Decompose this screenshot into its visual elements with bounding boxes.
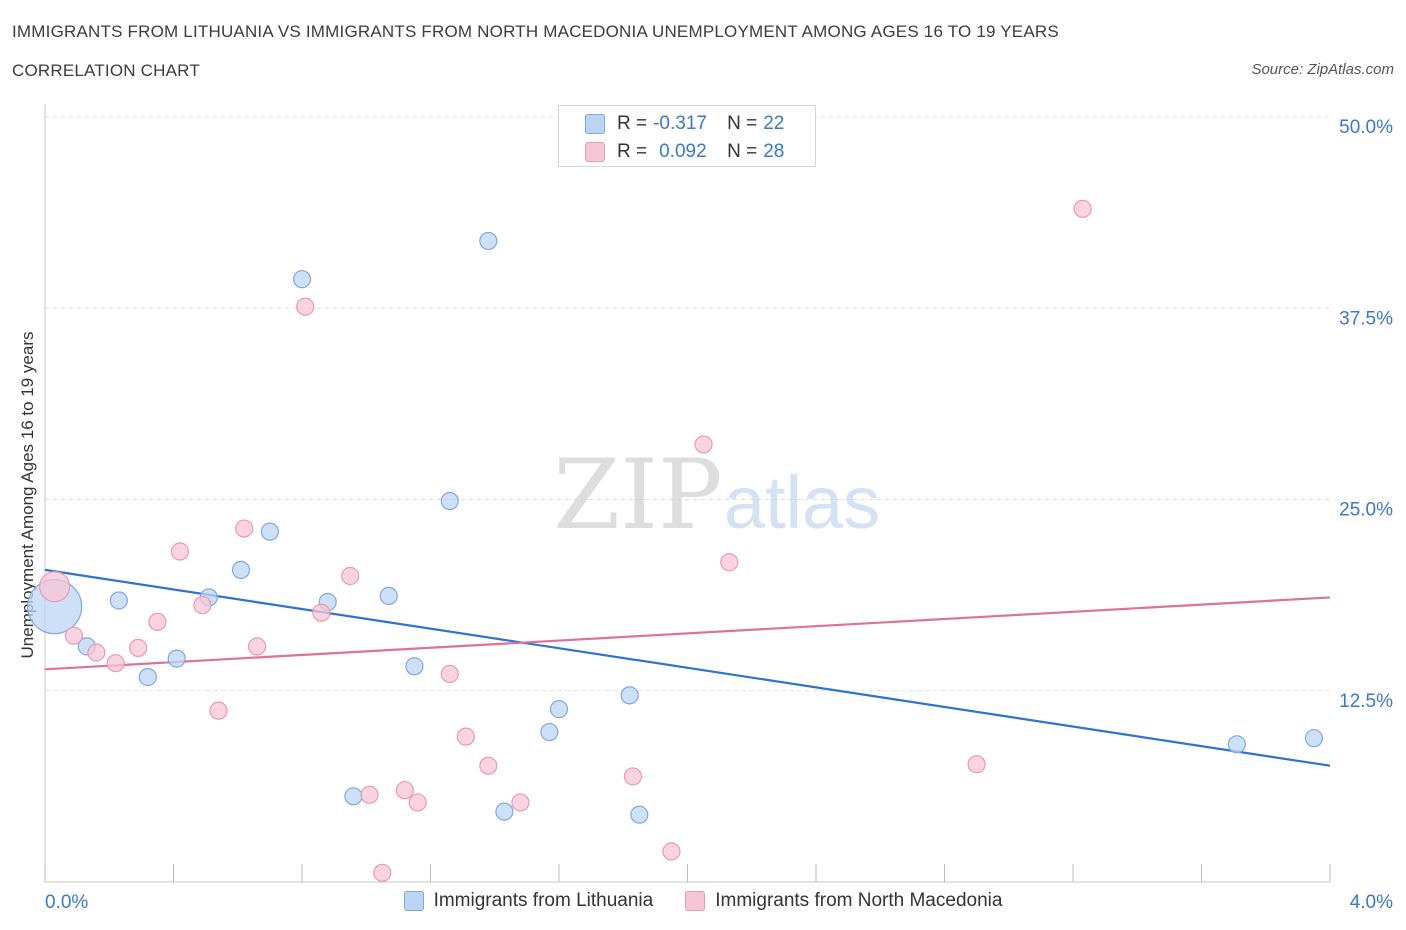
point-north-macedonia-7 bbox=[193, 595, 212, 615]
point-lithuania-4 bbox=[167, 649, 186, 668]
point-lithuania-18 bbox=[620, 686, 639, 705]
point-lithuania-11 bbox=[379, 586, 398, 605]
legend-swatch-pink bbox=[585, 142, 605, 162]
point-lithuania-15 bbox=[495, 802, 514, 821]
legend-item-lithuania[interactable]: Immigrants from Lithuania bbox=[403, 890, 654, 912]
point-lithuania-17 bbox=[549, 700, 569, 719]
tick-labels: 12.5% 25.0% 37.5% 50.0% 0.0% 4.0% bbox=[45, 117, 1393, 913]
point-lithuania-16 bbox=[540, 722, 559, 742]
gridlines bbox=[45, 116, 1330, 692]
point-north-macedonia-25 bbox=[720, 553, 739, 572]
point-north-macedonia-6 bbox=[170, 542, 190, 561]
source-label: Source: ZipAtlas.com bbox=[1251, 61, 1394, 78]
point-north-macedonia-24 bbox=[694, 435, 713, 454]
legend-swatch-pink bbox=[685, 891, 706, 911]
point-lithuania-3 bbox=[138, 667, 157, 687]
point-lithuania-13 bbox=[440, 491, 459, 511]
point-north-macedonia-11 bbox=[296, 297, 315, 316]
stats-legend: R = -0.317 N = 22 R = 0.092 N = 28 bbox=[558, 105, 816, 167]
point-lithuania-21 bbox=[1304, 729, 1324, 748]
y-tick-label: 12.5% bbox=[1339, 691, 1393, 712]
point-north-macedonia-19 bbox=[456, 727, 475, 746]
data-points bbox=[27, 199, 1324, 882]
point-north-macedonia-8 bbox=[209, 701, 228, 720]
legend-n-label: N = bbox=[727, 141, 758, 162]
point-lithuania-12 bbox=[405, 657, 424, 676]
point-north-macedonia-4 bbox=[129, 638, 148, 658]
point-north-macedonia-27 bbox=[1073, 199, 1092, 218]
y-tick-label: 25.0% bbox=[1339, 500, 1393, 521]
legend-n-label: N = bbox=[727, 113, 758, 134]
point-north-macedonia-5 bbox=[148, 612, 167, 632]
x-tick-label: 4.0% bbox=[1350, 892, 1393, 913]
point-lithuania-14 bbox=[479, 231, 498, 251]
point-lithuania-10 bbox=[344, 787, 363, 806]
y-tick-label: 50.0% bbox=[1339, 117, 1393, 138]
legend-r-value: -0.317 bbox=[653, 113, 707, 134]
point-north-macedonia-18 bbox=[440, 664, 459, 684]
point-lithuania-8 bbox=[292, 270, 312, 289]
point-north-macedonia-26 bbox=[967, 755, 986, 774]
point-lithuania-6 bbox=[231, 560, 251, 579]
legend-swatch-blue bbox=[403, 891, 424, 911]
point-north-macedonia-10 bbox=[247, 637, 267, 656]
point-north-macedonia-21 bbox=[511, 793, 530, 812]
watermark-zip: ZIP bbox=[553, 439, 722, 551]
point-north-macedonia-3 bbox=[106, 654, 125, 673]
legend-row-north-macedonia: R = 0.092 N = 28 bbox=[585, 139, 784, 165]
point-north-macedonia-13 bbox=[341, 566, 360, 586]
point-north-macedonia-12 bbox=[312, 603, 331, 622]
x-tick-label: 0.0% bbox=[45, 892, 88, 913]
point-north-macedonia-23 bbox=[662, 842, 681, 861]
chart-subtitle: CORRELATION CHART bbox=[12, 61, 200, 80]
legend-label-north-macedonia: Immigrants from North Macedonia bbox=[715, 890, 1003, 911]
legend-r-label: R = bbox=[617, 141, 648, 162]
point-lithuania-19 bbox=[630, 805, 649, 824]
y-tick-label: 37.5% bbox=[1339, 308, 1393, 329]
point-north-macedonia-0 bbox=[39, 571, 71, 603]
legend-label-lithuania: Immigrants from Lithuania bbox=[433, 890, 654, 911]
point-north-macedonia-1 bbox=[64, 626, 84, 645]
point-north-macedonia-14 bbox=[360, 785, 379, 804]
legend-r-value: 0.092 bbox=[659, 141, 707, 162]
point-lithuania-2 bbox=[109, 591, 128, 610]
legend-row-lithuania: R = -0.317 N = 22 bbox=[585, 111, 784, 137]
point-north-macedonia-2 bbox=[87, 643, 106, 662]
point-north-macedonia-17 bbox=[408, 793, 427, 812]
trendline-north-macedonia bbox=[44, 596, 1331, 671]
legend-n-value: 28 bbox=[763, 141, 785, 162]
trendlines bbox=[44, 568, 1331, 767]
legend-swatch-blue bbox=[585, 114, 605, 134]
point-north-macedonia-16 bbox=[395, 781, 414, 800]
point-north-macedonia-22 bbox=[623, 767, 642, 786]
trendline-lithuania bbox=[44, 568, 1331, 767]
watermark-atlas: atlas bbox=[724, 461, 880, 544]
watermark: ZIP atlas bbox=[553, 439, 880, 551]
legend-item-north-macedonia[interactable]: Immigrants from North Macedonia bbox=[685, 890, 1002, 912]
point-lithuania-7 bbox=[260, 522, 279, 541]
point-north-macedonia-20 bbox=[479, 756, 498, 775]
series-legend: Immigrants from Lithuania Immigrants fro… bbox=[0, 888, 1406, 914]
legend-n-value: 22 bbox=[763, 113, 785, 134]
legend-r-label: R = bbox=[617, 113, 648, 134]
chart-title: IMMIGRANTS FROM LITHUANIA VS IMMIGRANTS … bbox=[12, 22, 1059, 41]
point-lithuania-20 bbox=[1227, 735, 1246, 754]
point-north-macedonia-15 bbox=[373, 863, 392, 882]
point-north-macedonia-9 bbox=[235, 519, 254, 538]
axes bbox=[44, 104, 1331, 883]
